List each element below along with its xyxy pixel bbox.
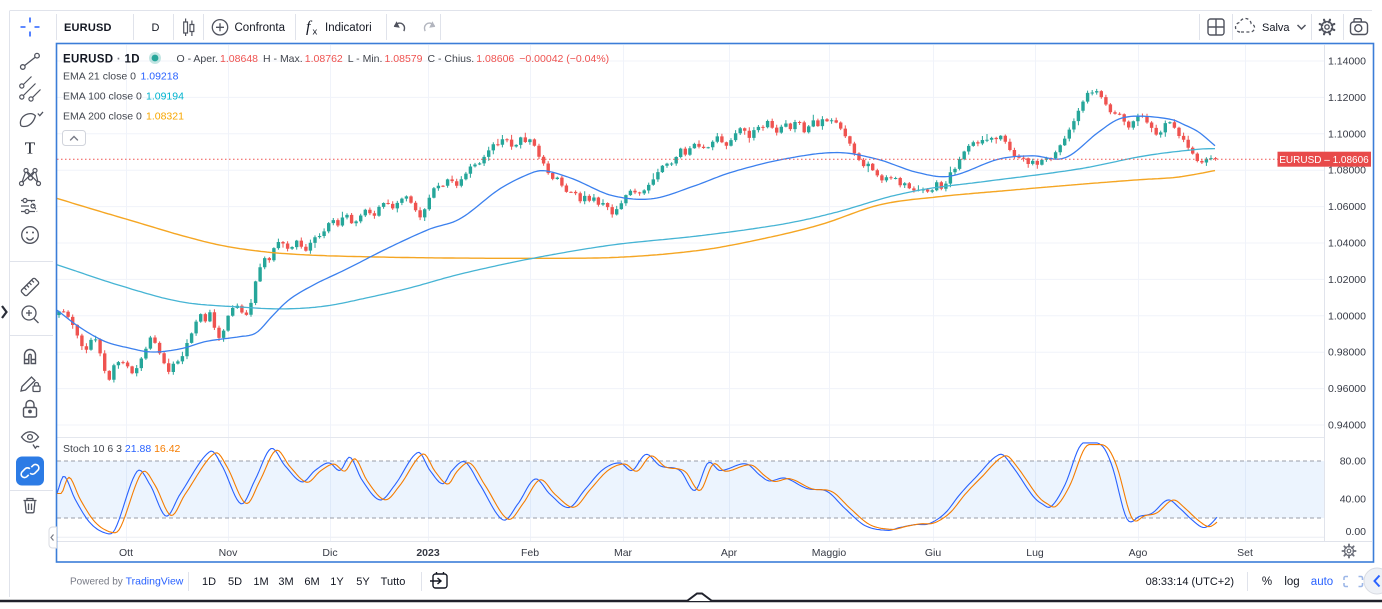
svg-text:O - Aper. 1.08648 H - Max. 1.: O - Aper. 1.08648 H - Max. 1.08762 L - M… (177, 53, 610, 65)
svg-text:1.08321: 1.08321 (146, 111, 184, 123)
svg-text:1.06000: 1.06000 (1328, 201, 1366, 213)
svg-text:Giu: Giu (925, 547, 942, 559)
svg-text:%: % (1262, 576, 1272, 588)
svg-text:0.94000: 0.94000 (1328, 420, 1366, 432)
svg-text:1.04000: 1.04000 (1328, 238, 1366, 250)
svg-text:1Y: 1Y (330, 576, 344, 588)
svg-text:1.09218: 1.09218 (141, 71, 179, 83)
svg-text:Nov: Nov (219, 547, 238, 559)
svg-text:2023: 2023 (416, 547, 440, 559)
svg-text:1.09194: 1.09194 (146, 91, 184, 103)
svg-text:40.00: 40.00 (1340, 494, 1366, 506)
svg-text:6M: 6M (304, 576, 319, 588)
svg-text:Mar: Mar (614, 547, 633, 559)
svg-text:Salva: Salva (1262, 22, 1290, 34)
svg-text:Ago: Ago (1129, 547, 1148, 559)
svg-text:Ott: Ott (119, 547, 133, 559)
svg-text:Feb: Feb (521, 547, 539, 559)
svg-text:Tutto: Tutto (381, 576, 406, 588)
svg-text:5Y: 5Y (356, 576, 370, 588)
svg-text:3M: 3M (278, 576, 293, 588)
svg-text:Lug: Lug (1026, 547, 1044, 559)
svg-text:5D: 5D (228, 576, 242, 588)
svg-text:Set: Set (1237, 547, 1253, 559)
svg-text:auto: auto (1311, 576, 1333, 588)
svg-text:0.98000: 0.98000 (1328, 347, 1366, 359)
svg-text:Apr: Apr (721, 547, 738, 559)
svg-text:1.02000: 1.02000 (1328, 274, 1366, 286)
svg-text:f: f (306, 19, 313, 36)
svg-text:1M: 1M (253, 576, 268, 588)
svg-text:0.00: 0.00 (1346, 526, 1367, 538)
svg-text:1.14000: 1.14000 (1328, 56, 1366, 68)
svg-text:Powered by TradingView: Powered by TradingView (70, 576, 184, 588)
svg-text:1D: 1D (202, 576, 216, 588)
svg-text:EMA 100 close 0: EMA 100 close 0 (63, 91, 142, 103)
svg-text:1.08000: 1.08000 (1328, 165, 1366, 177)
svg-text:EMA 21 close 0: EMA 21 close 0 (63, 71, 136, 83)
svg-text:1.12000: 1.12000 (1328, 92, 1366, 104)
svg-text:08:33:14 (UTC+2): 08:33:14 (UTC+2) (1146, 576, 1234, 588)
svg-text:1.10000: 1.10000 (1328, 128, 1366, 140)
svg-text:x: x (313, 27, 318, 38)
svg-text:Dic: Dic (322, 547, 337, 559)
svg-text:T: T (25, 139, 36, 158)
svg-text:D: D (152, 22, 160, 34)
svg-text:Stoch 10 6 3 21.88 16.42: Stoch 10 6 3 21.88 16.42 (63, 443, 181, 455)
svg-text:1.00000: 1.00000 (1328, 310, 1366, 322)
svg-text:EURUSD · 1D: EURUSD · 1D (63, 54, 140, 66)
svg-text:Indicatori: Indicatori (325, 22, 372, 34)
svg-text:EURUSD: EURUSD (64, 22, 112, 34)
svg-text:80.00: 80.00 (1340, 456, 1366, 468)
svg-text:EURUSD – 1.08606: EURUSD – 1.08606 (1279, 155, 1369, 166)
svg-text:EMA 200 close 0: EMA 200 close 0 (63, 111, 142, 123)
svg-text:log: log (1284, 576, 1299, 588)
svg-text:Confronta: Confronta (235, 22, 286, 34)
svg-text:Maggio: Maggio (812, 547, 847, 559)
svg-text:0.96000: 0.96000 (1328, 383, 1366, 395)
